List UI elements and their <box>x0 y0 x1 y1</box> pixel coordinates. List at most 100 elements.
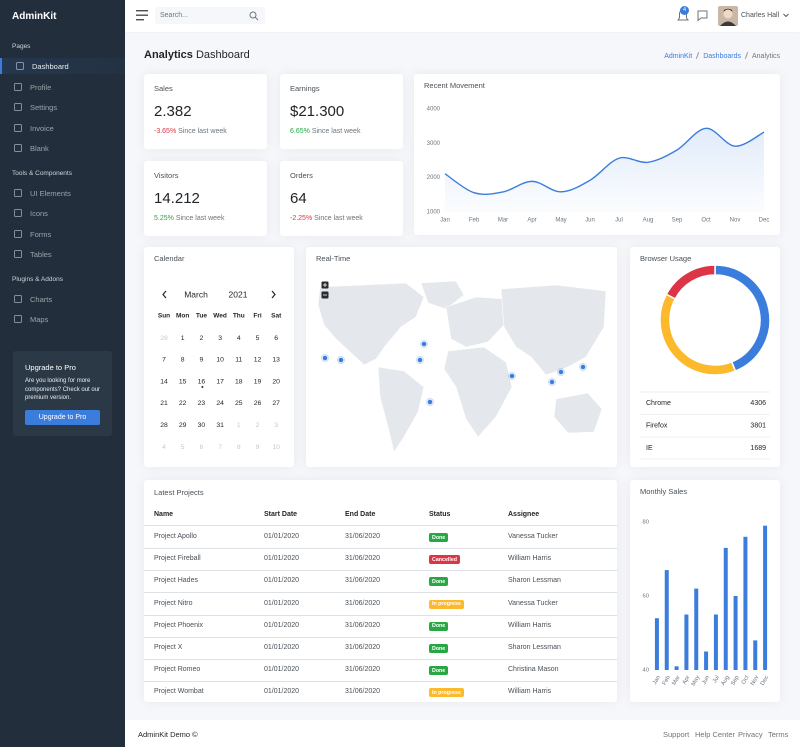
x-tick-label: Jul <box>712 675 721 684</box>
calendar-day[interactable]: 23 <box>198 400 206 407</box>
calendar-day[interactable]: 28 <box>160 422 168 429</box>
footer-link[interactable]: Terms <box>768 730 789 739</box>
map-marker <box>421 341 427 347</box>
calendar-day[interactable]: 21 <box>160 400 168 407</box>
calendar-day[interactable]: 5 <box>256 335 260 342</box>
calendar-day[interactable]: 8 <box>181 357 185 364</box>
user-dropdown-caret[interactable] <box>783 13 789 18</box>
search-box[interactable]: Search... <box>155 7 265 24</box>
cell: 31/06/2020 <box>345 666 381 674</box>
calendar-day[interactable]: 5 <box>181 444 185 451</box>
calendar-day[interactable]: 1 <box>181 335 185 342</box>
sidebar-item[interactable]: Dashboard <box>0 58 125 74</box>
user-avatar[interactable] <box>718 6 738 26</box>
sidebar-item[interactable]: Forms <box>0 226 125 242</box>
sidebar-section-title: Plugins & Addons <box>12 275 63 283</box>
calendar-day[interactable]: 20 <box>272 378 280 385</box>
weekday: Sun <box>158 313 170 320</box>
calendar-day[interactable]: 29 <box>179 422 187 429</box>
calendar-day[interactable]: 7 <box>218 444 222 451</box>
calendar-day[interactable]: 4 <box>162 444 166 451</box>
footer-link[interactable]: Privacy <box>738 730 763 739</box>
breadcrumb-item[interactable]: AdminKit <box>664 53 693 60</box>
calendar-day[interactable]: 11 <box>235 357 242 364</box>
calendar-day[interactable]: 10 <box>216 357 224 364</box>
footer-link[interactable]: Support <box>663 730 690 739</box>
menu-toggle[interactable] <box>136 10 148 21</box>
breadcrumb-item[interactable]: Dashboards <box>703 53 741 60</box>
x-tick-label: May <box>555 218 566 224</box>
sidebar-item[interactable]: Charts <box>0 291 125 307</box>
calendar-day[interactable]: 27 <box>272 400 280 407</box>
calendar-day[interactable]: 14 <box>160 378 168 385</box>
chart-svg: Real-Time <box>316 254 607 453</box>
calendar-day[interactable]: 19 <box>254 378 262 385</box>
x-tick-label: Jun <box>701 675 711 686</box>
sidebar-item[interactable]: Icons <box>0 205 125 221</box>
calendar-day[interactable]: 6 <box>200 444 204 451</box>
y-tick-label: 80 <box>643 520 649 526</box>
calendar-day[interactable]: 25 <box>235 400 243 407</box>
breadcrumb: AdminKit Dashboards Analytics <box>664 52 780 60</box>
x-tick-label: Aug <box>720 675 730 687</box>
chart-svg: Browser Usage Chrome 4306 Firefox 3801 IE 1689 <box>640 254 771 460</box>
calendar-day[interactable]: 2 <box>200 335 204 342</box>
calendar-day[interactable]: 26 <box>254 400 262 407</box>
legend-value: 3801 <box>750 422 766 429</box>
brand[interactable]: AdminKit <box>12 11 57 22</box>
sidebar-item[interactable]: UI Elements <box>0 185 125 201</box>
sidebar-item[interactable]: Maps <box>0 311 125 327</box>
cell: William Harris <box>508 621 552 629</box>
sidebar-icon <box>14 294 22 303</box>
calendar-day[interactable]: 24 <box>216 400 224 407</box>
footer-brand[interactable]: AdminKit Demo © <box>138 730 198 739</box>
calendar-day[interactable]: 10 <box>272 444 280 451</box>
map-region <box>553 392 603 434</box>
map-card: Real-Time <box>306 247 617 467</box>
calendar-day[interactable]: 9 <box>200 357 204 364</box>
sidebar-item[interactable]: Settings <box>0 99 125 115</box>
calendar-day[interactable]: 28 <box>160 335 168 342</box>
sidebar-icon <box>14 250 22 258</box>
sidebar-item[interactable]: Profile <box>0 79 125 95</box>
column-header: End Date <box>345 511 376 518</box>
calendar-day[interactable]: 18 <box>235 378 243 385</box>
calendar-day[interactable]: 12 <box>254 357 262 364</box>
sidebar-item[interactable]: Tables <box>0 246 125 262</box>
calendar-day[interactable]: 22 <box>179 400 187 407</box>
calendar-day[interactable]: 31 <box>216 422 224 429</box>
calendar-day[interactable]: 3 <box>274 422 278 429</box>
calendar-day[interactable]: 15 <box>179 378 187 385</box>
monthly-sales-card: Monthly Sales 40 60 80 Jan Feb Mar Apr May Jun Jul… <box>630 480 780 702</box>
stat-change-line: -3.65% Since last week <box>154 128 227 135</box>
calendar-day[interactable]: 7 <box>162 357 166 364</box>
calendar-day[interactable]: 1 <box>237 422 241 429</box>
user-name[interactable]: Charles Hall <box>741 12 780 19</box>
next-month[interactable] <box>271 290 276 299</box>
calendar-day[interactable]: 2 <box>256 422 260 429</box>
calendar-day[interactable]: 3 <box>218 335 222 342</box>
calendar-day[interactable]: 4 <box>237 335 241 342</box>
calendar-day[interactable]: 30 <box>198 422 206 429</box>
sidebar-item[interactable]: Blank <box>0 140 125 156</box>
calendar-day[interactable]: 16 <box>198 378 206 385</box>
x-tick-label: Nov <box>750 675 760 687</box>
weekday: Wed <box>213 313 227 320</box>
calendar-day[interactable]: 8 <box>237 444 241 451</box>
messages-icon[interactable] <box>697 10 709 22</box>
prev-month[interactable] <box>162 290 167 299</box>
footer-link[interactable]: Help Center <box>695 730 736 739</box>
row-divider <box>144 659 617 660</box>
calendar-card: Calendar March 2021 Sun Mon Tue Wed Thu Fri Sat 28… <box>144 247 294 467</box>
calendar-day[interactable]: 17 <box>216 378 224 385</box>
calendar-day[interactable]: 6 <box>274 335 278 342</box>
upgrade-button[interactable]: Upgrade to Pro <box>25 410 100 425</box>
bar <box>753 640 758 670</box>
calendar-day[interactable]: 9 <box>256 444 260 451</box>
stat-card: Visitors 14.212 5.25% Since last week <box>144 161 267 236</box>
calendar-day[interactable]: 13 <box>272 357 280 364</box>
status-badge: In progress <box>429 688 464 698</box>
map-marker <box>427 399 433 405</box>
today-dot <box>201 386 204 388</box>
sidebar-item[interactable]: Invoice <box>0 120 125 136</box>
